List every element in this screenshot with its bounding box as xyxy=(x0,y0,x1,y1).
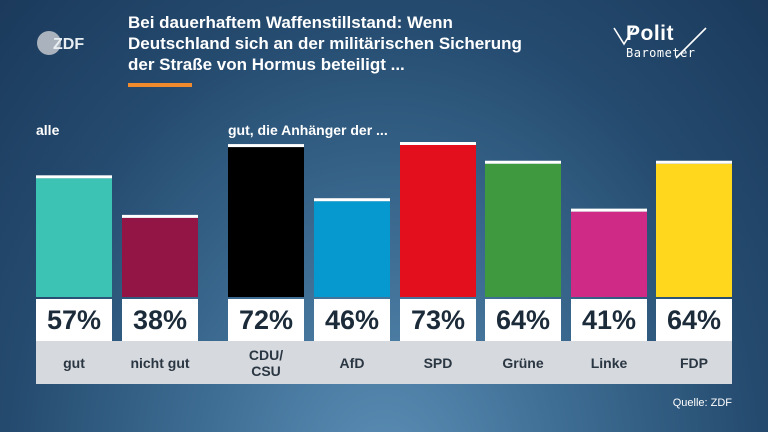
value-label-6: 64% xyxy=(485,299,561,341)
group-label-1: alle xyxy=(36,122,60,138)
value-label-4: 46% xyxy=(314,299,390,341)
category-label-1: gut xyxy=(63,354,85,371)
category-label-7: Linke xyxy=(590,354,628,371)
value-label-5: 73% xyxy=(400,299,476,341)
bar-7 xyxy=(571,211,647,297)
category-label-2: nicht gut xyxy=(130,354,190,371)
bar-cap-8 xyxy=(656,160,732,164)
source-note: Quelle: ZDF xyxy=(672,397,732,409)
bar-cap-6 xyxy=(485,160,561,164)
group-label-2: gut, die Anhänger der ... xyxy=(228,122,388,138)
bar-3 xyxy=(228,147,304,297)
category-label-6: Grüne xyxy=(502,354,544,371)
value-label-1: 57% xyxy=(36,299,112,341)
bar-8 xyxy=(656,163,732,297)
politbarometer-polit: Polit xyxy=(626,22,674,45)
bar-cap-7 xyxy=(571,208,647,212)
bar-cap-3 xyxy=(228,144,304,148)
politbarometer-barometer: Barometer xyxy=(626,46,696,60)
bar-cap-4 xyxy=(314,198,390,202)
value-label-8: 64% xyxy=(656,299,732,341)
value-label-7: 41% xyxy=(571,299,647,341)
value-label-3: 72% xyxy=(228,299,304,341)
category-label-3: CDU/ CSU xyxy=(248,346,284,379)
bar-2 xyxy=(122,217,198,297)
chart-title: Bei dauerhaftem Waffenstillstand: Wenn D… xyxy=(128,12,598,75)
bar-6 xyxy=(485,163,561,297)
zdf-logo: ZDF xyxy=(37,31,84,55)
category-label-5: SPD xyxy=(423,354,453,371)
title-line-1: Bei dauerhaftem Waffenstillstand: Wenn xyxy=(128,13,453,32)
bar-cap-5 xyxy=(400,142,476,145)
bar-1 xyxy=(36,178,112,297)
category-axis-band xyxy=(36,341,732,384)
title-line-2: Deutschland sich an der militärischen Si… xyxy=(128,34,522,53)
category-label-8: FDP xyxy=(680,354,708,371)
bar-5 xyxy=(400,145,476,297)
bar-cap-1 xyxy=(36,175,112,179)
value-label-2: 38% xyxy=(122,299,198,341)
title-accent-line xyxy=(128,83,192,87)
title-line-3: der Straße von Hormus beteiligt ... xyxy=(128,55,405,74)
bar-cap-2 xyxy=(122,214,198,218)
politbarometer-logo-mark xyxy=(613,27,707,59)
zdf-logo-text: ZDF xyxy=(53,36,84,53)
bar-4 xyxy=(314,201,390,297)
category-label-4: AfD xyxy=(339,354,365,371)
